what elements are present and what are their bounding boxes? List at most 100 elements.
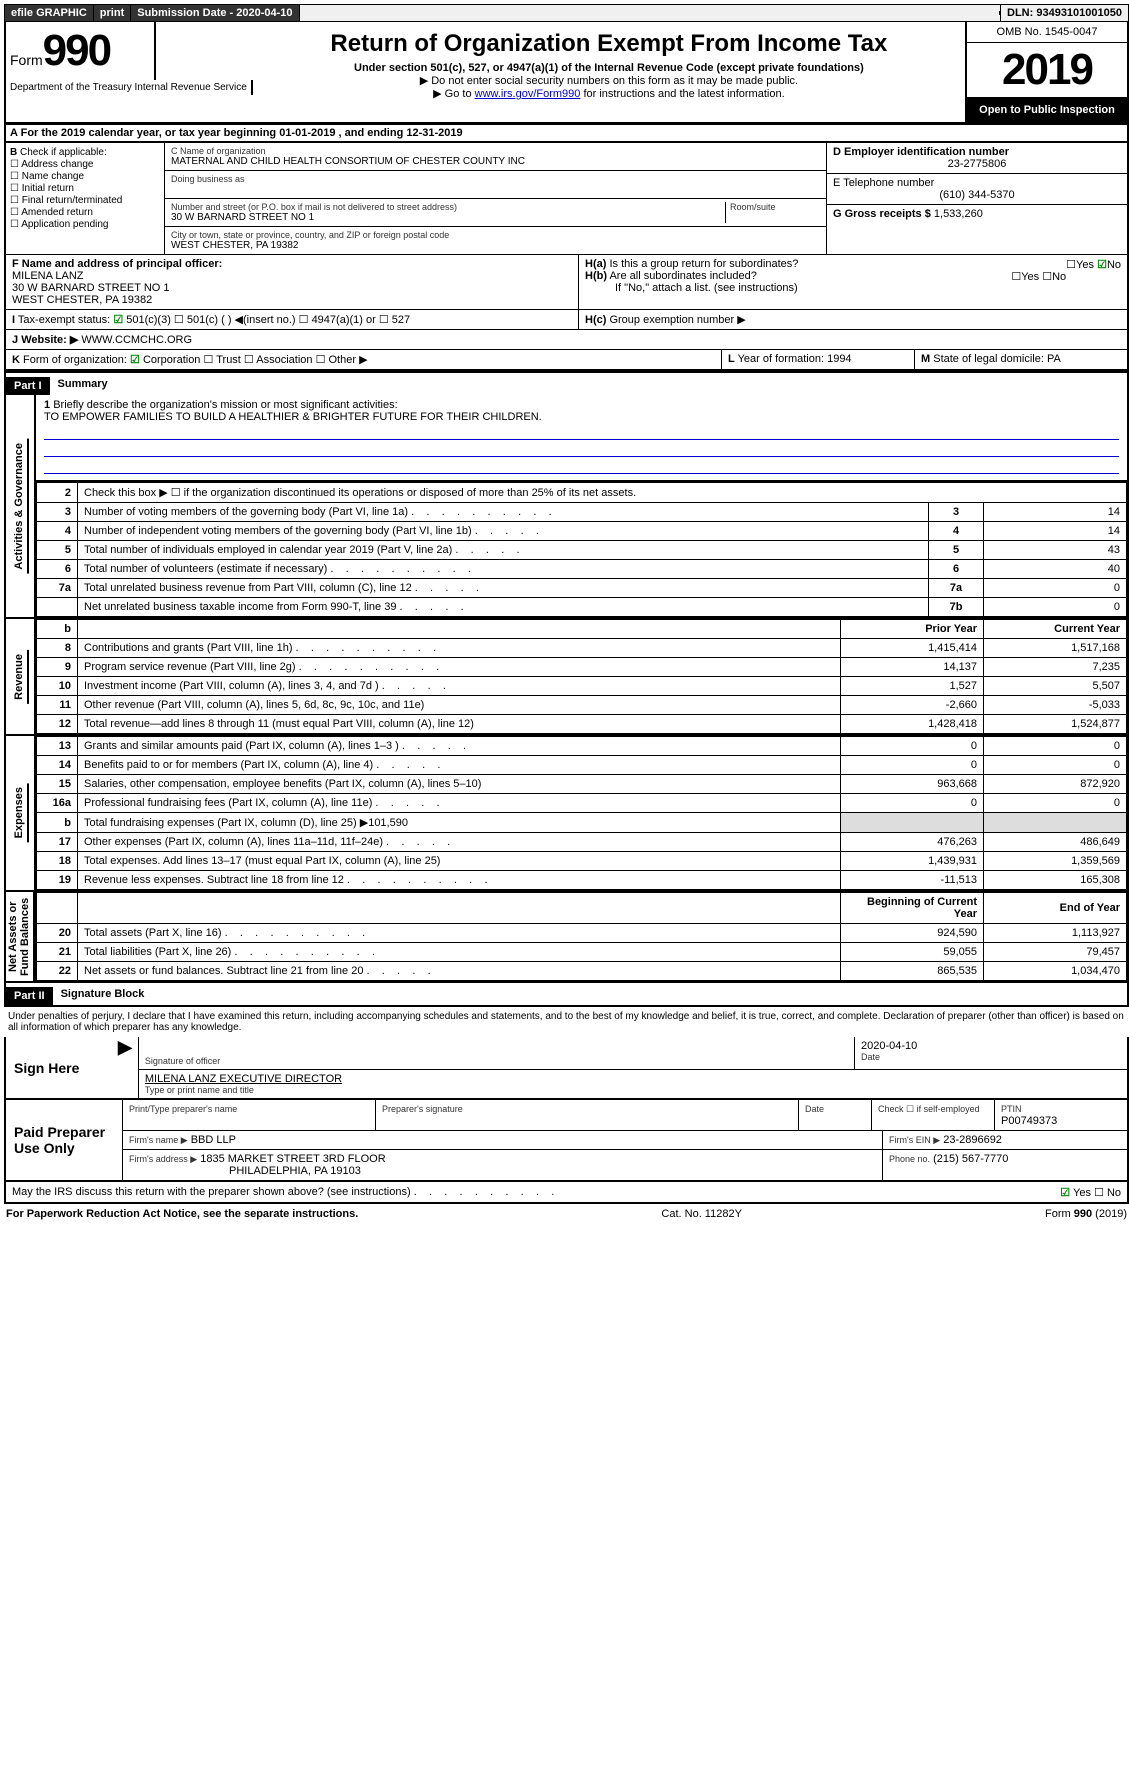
header-right: OMB No. 1545-0047 2019 Open to Public In… — [965, 22, 1127, 122]
ha-no[interactable]: No — [1107, 259, 1121, 271]
i-501c3[interactable]: 501(c)(3) — [126, 314, 171, 326]
gov-r5: Total number of individuals employed in … — [78, 541, 929, 560]
discuss-q: May the IRS discuss this return with the… — [12, 1186, 554, 1198]
cb-initial[interactable]: ☐ Initial return — [10, 183, 160, 194]
net-l20: Total assets (Part X, line 16) — [78, 924, 841, 943]
i-527[interactable]: 527 — [392, 314, 410, 326]
block-bcde: B Check if applicable: ☐ Address change … — [4, 143, 1129, 255]
open-inspection: Open to Public Inspection — [967, 98, 1127, 122]
k-trust[interactable]: Trust — [216, 354, 241, 366]
f-cell: F Name and address of principal officer:… — [6, 255, 579, 309]
form990-link[interactable]: www.irs.gov/Form990 — [475, 88, 581, 100]
section-a: A For the 2019 calendar year, or tax yea… — [4, 124, 1129, 143]
part-ii-header: Part II — [6, 987, 53, 1005]
sig-date: 2020-04-10 — [861, 1040, 1121, 1052]
hc-cell: H(c) Group exemption number ▶ — [579, 310, 1127, 329]
rev-10py: 1,527 — [841, 677, 984, 696]
form-number-box: Form990 — [6, 22, 156, 80]
officer-sig-name: MILENA LANZ EXECUTIVE DIRECTOR — [145, 1073, 1121, 1085]
exp-16acy: 0 — [984, 794, 1127, 813]
efile-button[interactable]: efile GRAPHIC — [5, 5, 94, 21]
exp-l16a: Professional fundraising fees (Part IX, … — [78, 794, 841, 813]
k-other[interactable]: Other ▶ — [329, 354, 368, 366]
exp-18cy: 1,359,569 — [984, 852, 1127, 871]
i-4947[interactable]: 4947(a)(1) or — [312, 314, 376, 326]
i-501c[interactable]: 501(c) ( ) ◀(insert no.) — [187, 314, 296, 326]
net-21e: 79,457 — [984, 943, 1127, 962]
gov-r4: Number of independent voting members of … — [78, 522, 929, 541]
sub3-b: for instructions and the latest informat… — [580, 88, 784, 100]
sig-date-label: Date — [861, 1052, 1121, 1062]
sub3-a: ▶ Go to — [433, 88, 474, 100]
print-button[interactable]: print — [94, 5, 131, 21]
expenses-block: Expenses 13Grants and similar amounts pa… — [4, 736, 1129, 892]
k-assoc[interactable]: Association — [256, 354, 312, 366]
gov-v7a: 0 — [984, 579, 1127, 598]
cb-name[interactable]: ☐ Name change — [10, 171, 160, 182]
exp-l17: Other expenses (Part IX, column (A), lin… — [78, 833, 841, 852]
state-domicile: PA — [1047, 353, 1061, 365]
discuss-row: May the IRS discuss this return with the… — [4, 1182, 1129, 1204]
net-21b: 59,055 — [841, 943, 984, 962]
prep-date-label: Date — [805, 1104, 824, 1114]
firm-name: BBD LLP — [191, 1134, 236, 1146]
rev-9cy: 7,235 — [984, 658, 1127, 677]
exp-18py: 1,439,931 — [841, 852, 984, 871]
header-center: Return of Organization Exempt From Incom… — [253, 22, 965, 122]
rev-8cy: 1,517,168 — [984, 639, 1127, 658]
firm-phone: (215) 567-7770 — [933, 1153, 1008, 1165]
k-corp[interactable]: Corporation — [143, 354, 200, 366]
exp-17py: 476,263 — [841, 833, 984, 852]
year-formation: 1994 — [827, 353, 851, 365]
rev-l8: Contributions and grants (Part VIII, lin… — [78, 639, 841, 658]
part-i-bar: Part I Summary — [4, 371, 1129, 395]
form-word: Form — [10, 52, 43, 68]
exp-14cy: 0 — [984, 756, 1127, 775]
j-cell: J Website: ▶ WWW.CCMCHC.ORG — [6, 330, 1127, 349]
firm-addr2: PHILADELPHIA, PA 19103 — [129, 1165, 361, 1177]
discuss-no[interactable]: No — [1107, 1187, 1121, 1199]
rev-12py: 1,428,418 — [841, 715, 984, 734]
discuss-yes[interactable]: Yes — [1073, 1187, 1091, 1199]
hb-label: Are all subordinates included? — [609, 270, 756, 282]
gov-table: 2Check this box ▶ ☐ if the organization … — [36, 482, 1127, 617]
gross-receipts: 1,533,260 — [934, 208, 983, 220]
cb-pending[interactable]: ☐ Application pending — [10, 219, 160, 230]
prep-sig-label: Preparer's signature — [382, 1104, 463, 1114]
ha-yes[interactable]: Yes — [1076, 259, 1094, 271]
firm-ein: 23-2896692 — [943, 1134, 1002, 1146]
gov-v6: 40 — [984, 560, 1127, 579]
cb-final[interactable]: ☐ Final return/terminated — [10, 195, 160, 206]
header-sub3: ▶ Go to www.irs.gov/Form990 for instruct… — [257, 87, 961, 100]
header-sub1: Under section 501(c), 527, or 4947(a)(1)… — [257, 62, 961, 74]
i-label: Tax-exempt status: — [18, 314, 110, 326]
exp-16bpy — [841, 813, 984, 833]
hb-yes[interactable]: Yes — [1021, 271, 1039, 283]
gov-v7b: 0 — [984, 598, 1127, 617]
i-cell: I Tax-exempt status: ☑ 501(c)(3) ☐ 501(c… — [6, 310, 579, 329]
q1-block: 1 Briefly describe the organization's mi… — [36, 395, 1127, 482]
header-sub2: ▶ Do not enter social security numbers o… — [257, 74, 961, 87]
hb-no[interactable]: No — [1052, 271, 1066, 283]
paid-side-label: Paid Preparer Use Only — [6, 1100, 122, 1180]
part-i-title: Summary — [50, 378, 108, 390]
m-label: State of legal domicile: — [933, 353, 1044, 365]
revenue-block: Revenue bPrior YearCurrent Year 8Contrib… — [4, 619, 1129, 736]
spacer — [300, 11, 1000, 15]
cb-amended[interactable]: ☐ Amended return — [10, 207, 160, 218]
self-emp-label[interactable]: Check ☐ if self-employed — [878, 1104, 980, 1114]
row-klm: K Form of organization: ☑ Corporation ☐ … — [4, 350, 1129, 371]
exp-l15: Salaries, other compensation, employee b… — [78, 775, 841, 794]
officer-addr2: WEST CHESTER, PA 19382 — [12, 294, 152, 306]
col-c: C Name of organization MATERNAL AND CHIL… — [165, 143, 826, 254]
cb-address[interactable]: ☐ Address change — [10, 159, 160, 170]
exp-l18: Total expenses. Add lines 13–17 (must eq… — [78, 852, 841, 871]
e-label: E Telephone number — [833, 177, 1121, 189]
form-title: Return of Organization Exempt From Incom… — [257, 30, 961, 58]
mission-line — [44, 459, 1119, 474]
footer-mid: Cat. No. 11282Y — [661, 1208, 742, 1220]
net-20e: 1,113,927 — [984, 924, 1127, 943]
dba-label: Doing business as — [171, 174, 820, 184]
exp-15py: 963,668 — [841, 775, 984, 794]
col-de: D Employer identification number 23-2775… — [826, 143, 1127, 254]
